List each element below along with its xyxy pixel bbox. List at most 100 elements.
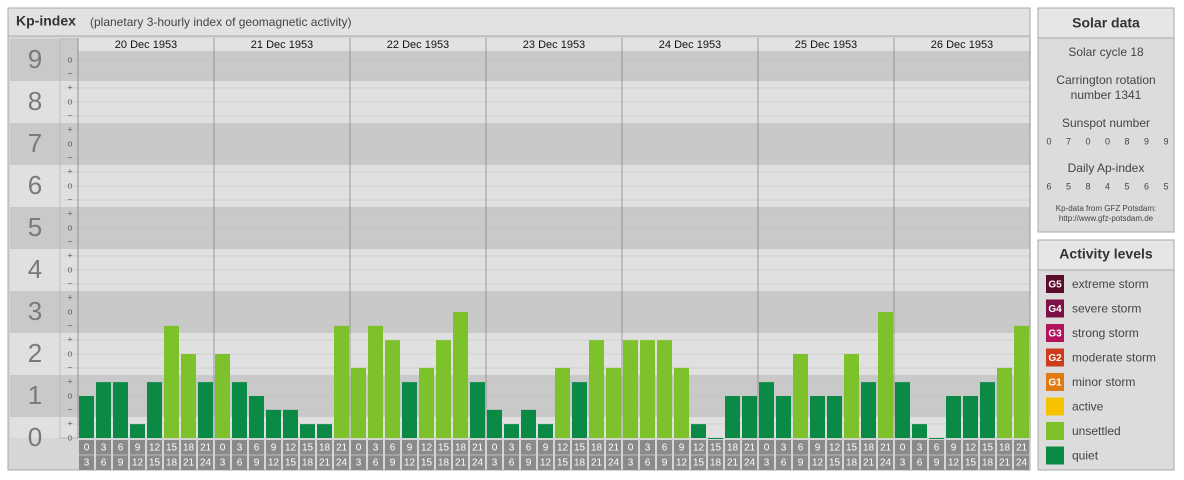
minor-tick-label: + <box>67 250 72 260</box>
hour-end: 9 <box>662 458 668 469</box>
hour-end: 6 <box>509 458 515 469</box>
bar <box>640 340 655 438</box>
hour-end: 12 <box>404 458 416 469</box>
legend-swatch <box>1046 324 1064 342</box>
minor-tick-label: − <box>67 404 72 414</box>
title-bar <box>7 7 1031 37</box>
hour-end: 9 <box>390 458 396 469</box>
hour-start: 3 <box>237 443 243 454</box>
hour-end: 15 <box>693 458 705 469</box>
minor-tick-label: + <box>67 418 72 428</box>
hour-start: 18 <box>319 443 331 454</box>
minor-tick-label: o <box>67 432 72 442</box>
legend-badge: G5 <box>1048 280 1062 291</box>
bar <box>929 438 944 439</box>
hour-start: 21 <box>472 443 484 454</box>
hour-start: 9 <box>679 443 685 454</box>
hour-end: 3 <box>84 458 90 469</box>
hour-start: 21 <box>880 443 892 454</box>
bar <box>997 367 1012 438</box>
hour-end: 18 <box>574 458 586 469</box>
solar-title-bar <box>1037 7 1175 39</box>
bar <box>827 396 842 438</box>
bar <box>300 424 315 438</box>
date-label: 20 Dec 1953 <box>115 39 177 51</box>
ap-value: 5 <box>1066 181 1071 191</box>
hour-start: 15 <box>302 443 314 454</box>
bar <box>657 340 672 438</box>
y-tick-label: 5 <box>28 212 42 242</box>
hour-end: 21 <box>727 458 739 469</box>
hour-start: 9 <box>135 443 141 454</box>
hour-end: 21 <box>319 458 331 469</box>
sunspot-value: 0 <box>1046 136 1051 146</box>
bar <box>232 382 247 438</box>
hour-end: 3 <box>628 458 634 469</box>
date-header <box>78 38 1030 51</box>
hour-end: 6 <box>781 458 787 469</box>
hour-start: 9 <box>271 443 277 454</box>
hour-end: 9 <box>118 458 124 469</box>
minor-tick-label: − <box>67 194 72 204</box>
legend-swatch <box>1046 397 1064 416</box>
minor-tick-label: + <box>67 208 72 218</box>
hour-start: 3 <box>101 443 107 454</box>
date-label: 25 Dec 1953 <box>795 39 857 51</box>
hour-end: 15 <box>285 458 297 469</box>
bar <box>453 312 468 438</box>
hour-start: 0 <box>628 443 634 454</box>
hour-end: 15 <box>965 458 977 469</box>
legend-label: moderate storm <box>1072 351 1156 365</box>
hour-start: 0 <box>492 443 498 454</box>
bar <box>946 396 961 438</box>
minor-tick-label: − <box>67 152 72 162</box>
minor-tick-label: + <box>67 376 72 386</box>
legend-label: active <box>1072 400 1104 414</box>
bar <box>368 325 383 438</box>
minor-tick-label: − <box>67 68 72 78</box>
hour-start: 6 <box>118 443 124 454</box>
legend-label: strong storm <box>1072 326 1139 340</box>
hour-end: 12 <box>812 458 824 469</box>
y-tick-label: 6 <box>28 170 42 200</box>
legend-swatch <box>1046 373 1064 391</box>
hour-start: 18 <box>455 443 467 454</box>
hour-end: 21 <box>863 458 875 469</box>
solar-text: number 1341 <box>1071 88 1142 102</box>
bar <box>113 382 128 438</box>
hour-end: 18 <box>166 458 178 469</box>
legend-swatch <box>1046 348 1064 367</box>
hour-start: 0 <box>220 443 226 454</box>
legend-badge: G4 <box>1048 304 1062 315</box>
hour-end: 24 <box>200 458 212 469</box>
hour-end: 12 <box>268 458 280 469</box>
minor-tick-label: o <box>67 306 72 316</box>
hour-start: 15 <box>574 443 586 454</box>
bar <box>844 354 859 438</box>
minor-tick-label: o <box>67 390 72 400</box>
hour-start: 0 <box>764 443 770 454</box>
sunspot-value: 0 <box>1085 136 1090 146</box>
bar <box>215 354 230 438</box>
sunspot-value: 8 <box>1124 136 1129 146</box>
hour-start: 12 <box>829 443 841 454</box>
bar <box>1014 325 1029 438</box>
hour-start: 9 <box>543 443 549 454</box>
sunspot-value: 9 <box>1144 136 1149 146</box>
hour-end: 18 <box>302 458 314 469</box>
bar <box>164 325 179 438</box>
hour-start: 12 <box>149 443 161 454</box>
hour-end: 12 <box>948 458 960 469</box>
solar-text: Carrington rotation <box>1056 73 1155 87</box>
hour-end: 15 <box>829 458 841 469</box>
ap-value: 6 <box>1144 181 1149 191</box>
date-label: 26 Dec 1953 <box>931 39 993 51</box>
hour-start: 21 <box>1016 443 1028 454</box>
y-tick-label: 0 <box>28 422 42 452</box>
bar <box>402 382 417 438</box>
minor-tick-label: − <box>67 110 72 120</box>
chart-title: Kp-index <box>16 13 76 29</box>
bar <box>181 354 196 438</box>
ap-value: 4 <box>1105 181 1110 191</box>
